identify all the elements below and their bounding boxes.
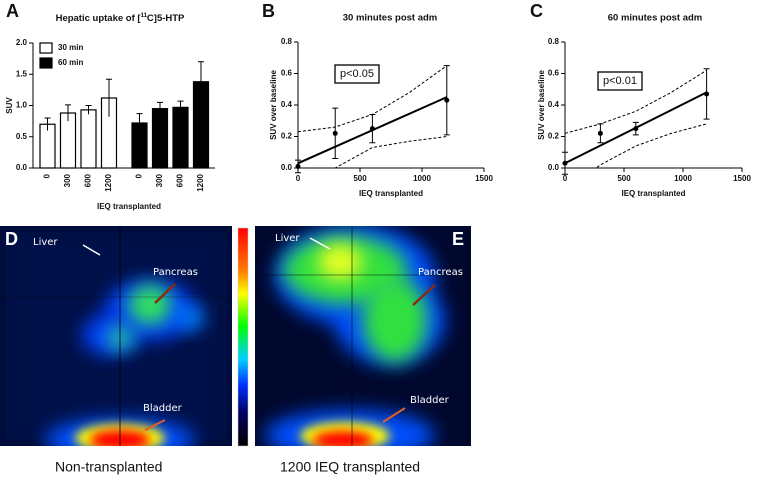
x-tick-label: 0: [296, 174, 301, 183]
bladder-label: Bladder: [143, 403, 183, 414]
error-bar: [65, 104, 71, 122]
legend-swatch: [39, 42, 53, 54]
annotation: p<0.01: [603, 75, 637, 87]
y-tick-label: 0.0: [16, 163, 28, 172]
panel-letter: C: [530, 1, 543, 21]
y-tick-label: 0.4: [281, 100, 293, 109]
annotation: p<0.05: [340, 68, 374, 80]
pancreas-label: Pancreas: [153, 267, 198, 278]
legend-label: 30 min: [58, 43, 83, 52]
panel-letter: D: [5, 229, 18, 249]
x-tick-label: 1000: [674, 174, 692, 183]
ci-lower: [334, 136, 447, 168]
chart-title: 30 minutes post adm: [343, 13, 438, 24]
liver-label: Liver: [275, 233, 300, 244]
error-bar: [198, 61, 204, 102]
y-tick-label: 0.0: [281, 163, 293, 172]
bar: [80, 109, 97, 169]
y-tick-label: 0.8: [281, 37, 293, 46]
x-tick-label: 1200: [104, 173, 113, 191]
y-tick-label: 1.5: [16, 69, 28, 78]
x-tick-label: 300: [155, 173, 164, 187]
x-tick-label: 0: [135, 173, 144, 178]
legend-swatch: [39, 57, 53, 69]
error-bar: [136, 113, 143, 133]
chart-title: 60 minutes post adm: [608, 13, 703, 24]
x-tick-label: 1200: [196, 173, 205, 191]
point: [562, 160, 568, 166]
y-tick-label: 2.0: [16, 38, 28, 47]
x-tick-label: 500: [617, 174, 631, 183]
x-axis-label: IEQ transplanted: [97, 202, 161, 211]
x-tick-label: 0: [43, 173, 52, 178]
x-axis-label: IEQ transplanted: [621, 189, 685, 198]
panel-letter: A: [6, 1, 19, 21]
image-e: [255, 226, 471, 446]
x-tick-label: 600: [176, 173, 185, 187]
error-bar: [177, 100, 184, 114]
image-d: [0, 226, 232, 446]
x-tick-label: 600: [84, 173, 93, 187]
pancreas-label: Pancreas: [418, 267, 463, 278]
x-axis-label: IEQ transplanted: [359, 189, 423, 198]
y-tick-label: 0.6: [281, 69, 293, 78]
y-tick-label: 0.0: [548, 163, 560, 172]
y-axis-label: SUV over baseline: [537, 70, 546, 140]
bar: [39, 123, 56, 169]
x-tick-label: 1000: [413, 174, 431, 183]
y-tick-label: 1.0: [16, 101, 28, 110]
error-bar: [85, 105, 92, 115]
bar: [172, 106, 189, 169]
caption: Non-transplanted: [55, 459, 162, 475]
point: [369, 126, 375, 132]
bar: [59, 112, 77, 169]
y-tick-label: 0.5: [16, 132, 28, 141]
x-tick-label: 1500: [475, 174, 493, 183]
annotation-box: [334, 64, 380, 84]
error-bar: [106, 78, 112, 117]
bladder-label: Bladder: [410, 395, 450, 406]
liver-label: Liver: [33, 237, 58, 248]
caption: 1200 IEQ transplanted: [280, 459, 420, 475]
y-tick-label: 0.8: [548, 37, 560, 46]
bar: [151, 108, 169, 169]
y-axis-label: SUV over baseline: [269, 70, 278, 140]
x-tick-label: 1500: [733, 174, 751, 183]
x-tick-label: 500: [353, 174, 367, 183]
y-axis-label: SUV: [5, 97, 14, 114]
error-bar: [44, 117, 51, 131]
point: [332, 130, 338, 136]
panel-letter: E: [452, 229, 464, 249]
y-tick-label: 0.2: [548, 132, 560, 141]
point: [295, 163, 301, 169]
legend-label: 60 min: [58, 58, 83, 67]
chart-title: Hepatic uptake of [11C]5-HTP: [56, 13, 185, 24]
error-bar: [157, 101, 163, 115]
x-tick-label: 0: [563, 174, 568, 183]
point: [633, 126, 639, 132]
y-tick-label: 0.6: [548, 69, 560, 78]
point: [704, 91, 710, 97]
color-bar: [237, 227, 249, 447]
point: [444, 97, 450, 103]
y-tick-label: 0.4: [548, 100, 560, 109]
annotation-box: [597, 71, 643, 91]
y-tick-label: 0.2: [281, 132, 293, 141]
panel-letter: B: [262, 1, 275, 21]
point: [597, 130, 603, 136]
x-tick-label: 300: [63, 173, 72, 187]
